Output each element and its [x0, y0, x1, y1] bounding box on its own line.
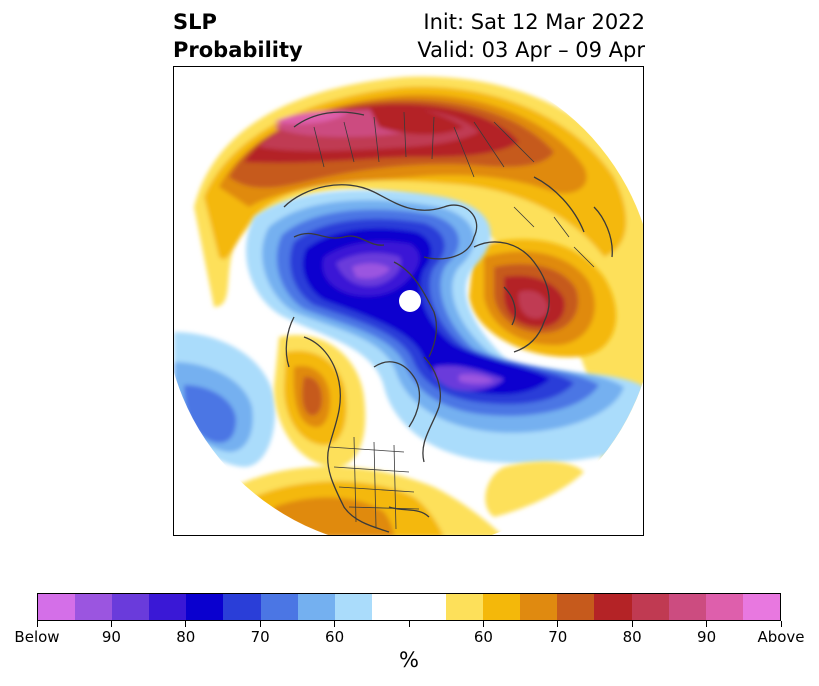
colorbar-segment	[297, 594, 335, 620]
colorbar-tick	[259, 621, 261, 627]
plot-title-left: SLP Probability	[173, 8, 303, 64]
colorbar-tick-label: 80	[622, 628, 642, 646]
colorbar-segment	[38, 594, 76, 620]
political-borders	[313, 111, 595, 530]
colorbar-tick	[780, 621, 782, 627]
colorbar-tick	[110, 621, 112, 627]
probability-field	[174, 67, 643, 535]
valid-range-label: Valid: 03 Apr – 09 Apr	[417, 38, 645, 62]
colorbar-tick-label: 90	[101, 628, 121, 646]
colorbar-segment	[705, 594, 743, 620]
title-product: Probability	[173, 38, 303, 62]
colorbar-tick	[185, 621, 187, 627]
colorbar-segment	[631, 594, 669, 620]
colorbar-segment	[483, 594, 521, 620]
colorbar-tick	[482, 621, 484, 627]
colorbar-unit-label: %	[399, 648, 419, 672]
colorbar-segment	[668, 594, 706, 620]
map-panel	[173, 66, 644, 536]
colorbar-tick-label: Above	[757, 628, 805, 646]
colorbar-tick	[334, 621, 336, 627]
colorbar-tick-label: 80	[176, 628, 196, 646]
colorbar-segment	[557, 594, 595, 620]
colorbar-segment	[371, 594, 409, 620]
plot-title-right: Init: Sat 12 Mar 2022 Valid: 03 Apr – 09…	[417, 8, 645, 64]
title-variable: SLP	[173, 10, 217, 34]
colorbar-tick-label: 70	[548, 628, 568, 646]
colorbar-segment	[594, 594, 632, 620]
colorbar-segment	[408, 594, 447, 620]
colorbar-segment	[742, 594, 780, 620]
colorbar-tick	[631, 621, 633, 627]
pole-mask	[399, 290, 421, 312]
positive-anomaly-east	[469, 239, 617, 358]
colorbar-segment	[520, 594, 558, 620]
negative-anomaly-arctic	[246, 190, 643, 464]
init-date-label: Init: Sat 12 Mar 2022	[423, 10, 645, 34]
colorbar	[37, 593, 781, 621]
colorbar-tick	[36, 621, 38, 627]
colorbar-segment	[223, 594, 261, 620]
colorbar-segment	[186, 594, 224, 620]
colorbar-segment	[446, 594, 484, 620]
colorbar-tick	[706, 621, 708, 627]
polar-map	[174, 67, 643, 535]
colorbar-segment	[334, 594, 372, 620]
colorbar-segment	[149, 594, 187, 620]
colorbar-segment	[260, 594, 298, 620]
colorbar-tick-label: 90	[697, 628, 717, 646]
colorbar-tick	[408, 621, 410, 627]
colorbar-segment	[75, 594, 113, 620]
colorbar-segment	[112, 594, 150, 620]
colorbar-tick	[557, 621, 559, 627]
colorbar-tick-label: 60	[473, 628, 493, 646]
colorbar-tick-label: Below	[14, 628, 60, 646]
colorbar-tick-label: 60	[325, 628, 345, 646]
colorbar-tick-label: 70	[250, 628, 270, 646]
